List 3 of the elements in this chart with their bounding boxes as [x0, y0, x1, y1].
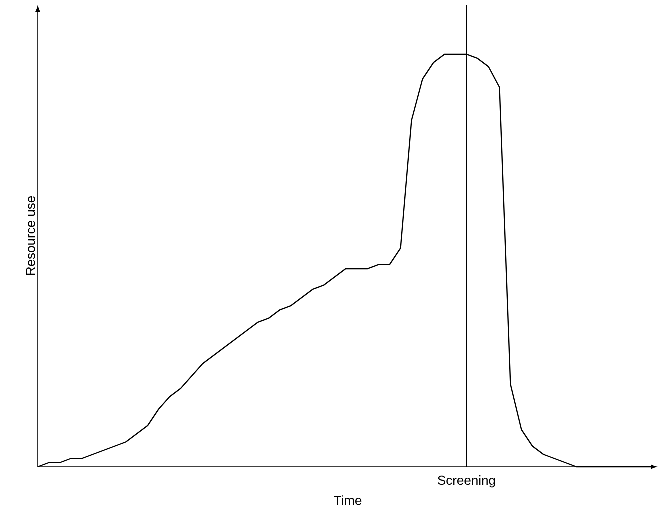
y-axis-title: Resource use	[26, 196, 36, 276]
text: Screening	[438, 476, 496, 488]
x-axis-title: Time	[334, 496, 362, 506]
